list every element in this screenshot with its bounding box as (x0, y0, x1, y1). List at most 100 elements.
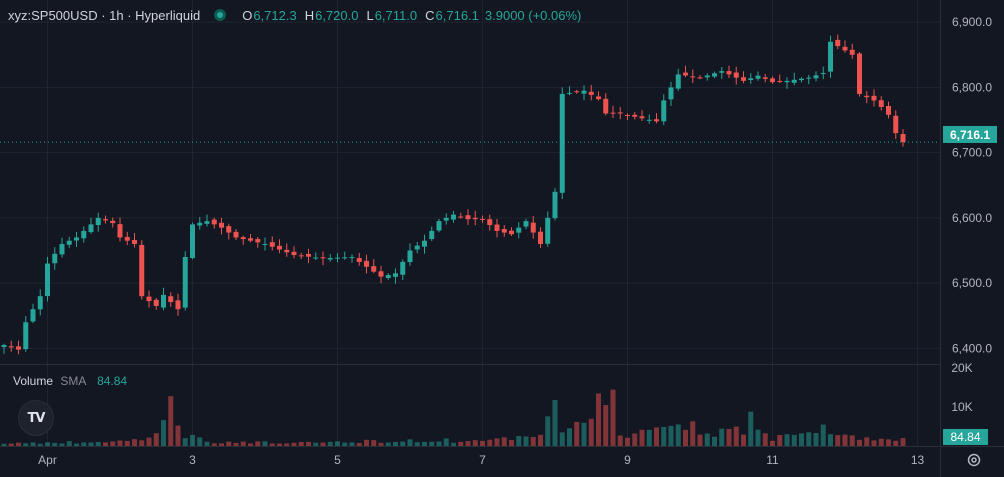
volume-bar (161, 420, 166, 446)
volume-bar (45, 442, 50, 446)
volume-bar (320, 442, 326, 446)
candle-body (871, 95, 877, 101)
volume-bar (298, 441, 304, 446)
grid-lines (0, 0, 940, 446)
tradingview-logo-icon[interactable]: TV (18, 400, 54, 436)
candle-body (683, 72, 688, 76)
candle-body (226, 226, 232, 233)
candle-body (132, 239, 137, 244)
candle-body (8, 346, 14, 348)
volume-bar (857, 439, 862, 446)
candle-body (436, 221, 442, 231)
volume-bars (1, 389, 906, 446)
volume-bar (219, 443, 224, 446)
high-label: H (304, 7, 315, 23)
volume-bar (132, 439, 137, 446)
price-tick-label: 6,800.0 (952, 80, 992, 94)
volume-bar (494, 438, 500, 446)
candle-body (755, 75, 761, 79)
price-axis[interactable]: 6,900.0 6,800.0 6,700.0 6,600.0 6,500.0 6,400… (952, 15, 992, 355)
volume-bar (52, 442, 58, 446)
volume-legend[interactable]: Volume SMA 84.84 (13, 374, 127, 388)
candle-body (146, 296, 152, 302)
market-status-icon[interactable] (214, 9, 227, 21)
candle-body (291, 251, 297, 256)
volume-bar (588, 418, 594, 446)
volume-bar (748, 411, 754, 446)
candle-body (617, 112, 623, 114)
candle-body (284, 249, 290, 253)
volume-bar (371, 440, 377, 446)
volume-bar (262, 441, 268, 446)
candle-body (835, 39, 841, 47)
candle-body (567, 92, 572, 94)
candle-body (530, 222, 536, 233)
volume-title: Volume (13, 374, 54, 388)
candle-body (190, 224, 195, 259)
candle-body (349, 257, 355, 259)
volume-bar (146, 437, 152, 446)
volume-bar (523, 436, 529, 446)
volume-bar (66, 441, 72, 446)
low-label: L (366, 7, 374, 23)
volume-tick-label: 20K (951, 361, 972, 375)
candle-body (777, 80, 783, 82)
candle-body (175, 300, 181, 310)
candle-body (480, 218, 485, 220)
volume-bar (23, 443, 29, 446)
volume-bar (197, 437, 203, 446)
candle-body (320, 257, 326, 259)
candle-body (516, 227, 522, 233)
time-tick-label: 11 (766, 453, 779, 467)
symbol-title[interactable]: xyz:SP500USD · 1h · Hyperliquid (8, 7, 201, 23)
volume-bar (559, 432, 565, 446)
candle-body (886, 105, 891, 115)
candle-body (327, 257, 333, 260)
volume-bar (530, 436, 536, 446)
volume-bar (552, 400, 558, 446)
candle-body (153, 299, 159, 306)
volume-bar (864, 437, 870, 446)
volume-bar (849, 435, 855, 446)
candlesticks (1, 34, 906, 355)
volume-bar (30, 442, 36, 446)
volume-bar (88, 442, 94, 446)
sma-value: 84.84 (97, 374, 128, 388)
volume-bar (683, 429, 688, 446)
volume-bar (233, 442, 239, 446)
gear-icon[interactable] (966, 452, 982, 468)
candle-body (414, 245, 420, 250)
candle-body (219, 222, 224, 228)
volume-bar (610, 389, 616, 446)
candle-body (1, 345, 7, 348)
volume-bar (726, 428, 732, 446)
candle-body (748, 78, 754, 81)
candle-body (610, 112, 616, 114)
logo-text: TV (27, 410, 46, 426)
volume-bar (400, 441, 406, 446)
time-axis[interactable]: Apr 3 5 7 9 11 13 (38, 453, 924, 467)
volume-bar (646, 429, 652, 446)
volume-bar (378, 442, 384, 446)
volume-bar (581, 422, 587, 446)
volume-bar (37, 443, 43, 446)
price-tick-label: 6,600.0 (952, 211, 992, 225)
price-tick-label: 6,700.0 (952, 146, 992, 160)
candle-body (675, 74, 681, 89)
candle-body (233, 231, 239, 238)
candle-body (451, 214, 456, 220)
candle-body (240, 237, 246, 240)
symbol-legend[interactable]: xyz:SP500USD · 1h · Hyperliquid O 6,712.3… (8, 6, 581, 24)
change-value: 3.9000 (+0.06%) (484, 7, 582, 23)
volume-bar (284, 443, 290, 446)
volume-bar (422, 441, 427, 446)
candle-body (124, 236, 130, 241)
candle-body (813, 75, 819, 79)
candle-body (52, 253, 58, 264)
volume-bar (124, 440, 130, 446)
volume-bar (436, 441, 442, 446)
volume-bar (501, 437, 507, 446)
volume-bar (835, 435, 841, 446)
candle-body (719, 71, 725, 73)
